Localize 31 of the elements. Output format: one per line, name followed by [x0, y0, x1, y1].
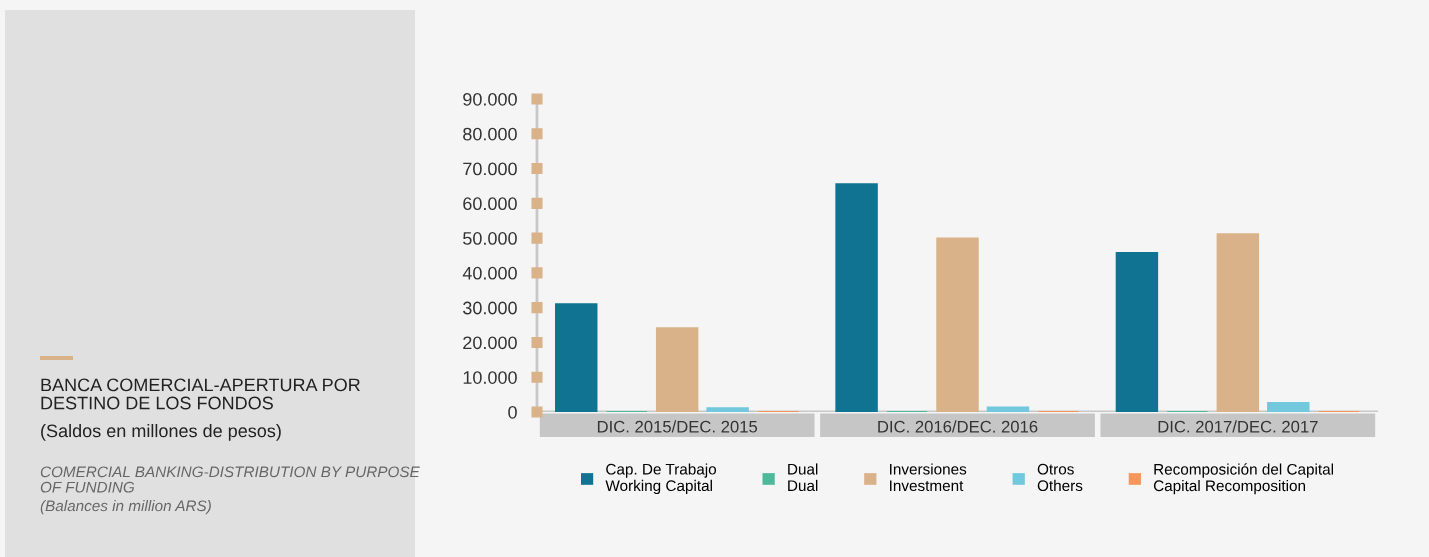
y-tick-label: 10.000 [463, 371, 517, 384]
legend-label: Dual Dual [788, 463, 818, 492]
x-tick-label: DIC. 2016/DEC. 2016 [878, 420, 1038, 433]
bar [1216, 233, 1260, 412]
bar [706, 407, 749, 412]
text: (Saldos en millones de pesos) [41, 424, 281, 441]
text: COMERCIAL BANKING-DISTRIBUTION BY PURPOSE OF FUNDING [40, 466, 420, 493]
bar [555, 303, 598, 412]
legend-label: Recomposición del Capital Capital Recomposition [1153, 463, 1334, 495]
legend-label: Otros Others [1037, 463, 1083, 492]
legend-label: Cap. De Trabajo Working Capital [605, 463, 717, 495]
x-tick-label: DIC. 2017/DEC. 2017 [1158, 420, 1318, 433]
legend-label: Inversiones Investment [890, 463, 967, 492]
bar [1115, 252, 1159, 412]
y-tick-label: 20.000 [463, 336, 517, 350]
y-tick-label: 30.000 [463, 301, 517, 315]
bar [655, 327, 699, 412]
bar [936, 237, 979, 412]
y-tick-label: 60.000 [463, 197, 517, 211]
y-tick-label: 0 [508, 405, 517, 419]
y-tick-label: 80.000 [463, 127, 517, 141]
text: (Balances in million ARS) [40, 500, 211, 515]
y-tick-label: 90.000 [463, 92, 517, 106]
bar [835, 183, 878, 412]
y-tick-label: 70.000 [463, 162, 517, 176]
bar [1267, 401, 1310, 412]
text: BANCA COMERCIAL-APERTURA POR DESTINO DE LOS FONDOS [41, 378, 360, 410]
bar [986, 406, 1030, 412]
y-tick-label: 40.000 [462, 266, 517, 280]
x-tick-label: DIC. 2015/DEC. 2015 [597, 420, 758, 433]
y-tick-label: 50.000 [463, 232, 517, 245]
